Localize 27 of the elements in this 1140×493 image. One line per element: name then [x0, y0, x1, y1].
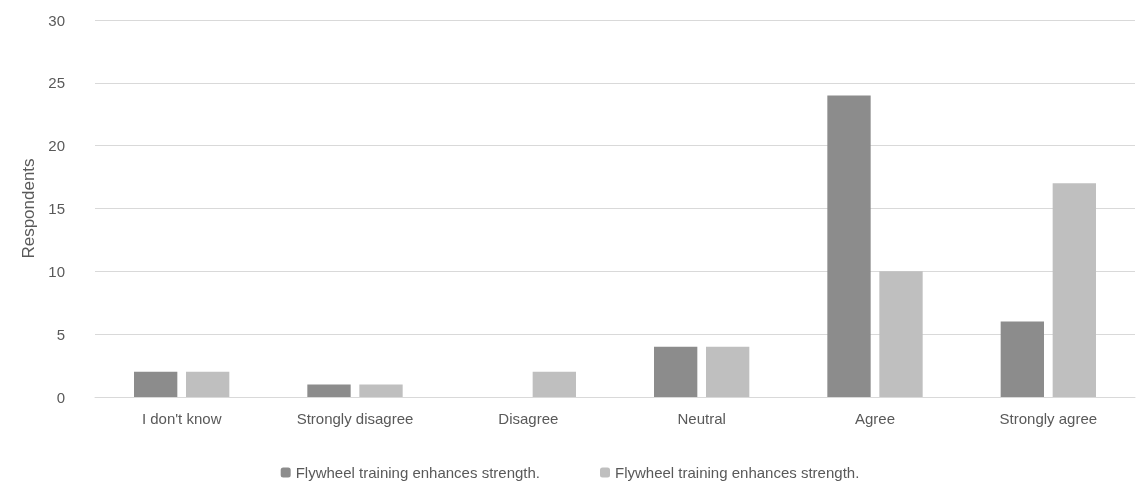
bar: [307, 384, 351, 397]
bar: [827, 95, 871, 397]
bar: [1000, 321, 1044, 397]
legend-label: Flywheel training enhances strength.: [295, 464, 541, 481]
y-tick-label: 25: [48, 74, 65, 92]
x-tick-label: Strongly agree: [999, 410, 1098, 427]
bar: [1052, 183, 1096, 397]
legend-label: Flywheel training enhances strength.: [615, 464, 860, 481]
x-tick-label: Disagree: [498, 410, 559, 427]
x-tick-label: I don't know: [141, 410, 222, 427]
bar: [359, 384, 403, 397]
bar: [532, 371, 576, 397]
bar: [134, 371, 178, 397]
x-tick-label: Agree: [854, 410, 896, 427]
bar: [879, 271, 923, 397]
y-tick-label: 0: [56, 388, 65, 406]
y-tick-label: 15: [48, 200, 65, 217]
y-tick-label: 5: [56, 325, 65, 343]
y-axis-title: Respondents: [19, 158, 39, 259]
y-tick-label: 30: [48, 11, 65, 29]
bar: [654, 346, 698, 397]
y-tick-label: 10: [48, 262, 65, 280]
x-tick-label: Neutral: [677, 410, 726, 427]
bar: [186, 371, 230, 397]
bar: [706, 346, 750, 397]
y-tick-label: 20: [48, 137, 65, 155]
x-tick-label: Strongly disagree: [296, 410, 414, 427]
